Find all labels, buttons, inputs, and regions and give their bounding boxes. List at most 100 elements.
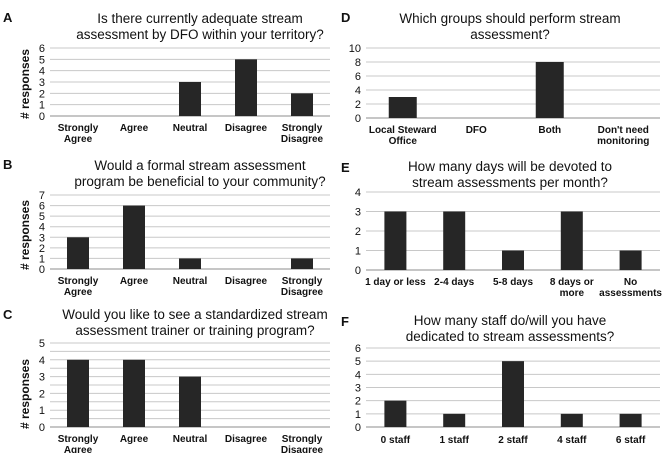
y-tick-label: 5 — [39, 211, 45, 223]
x-category-label: 1 staff — [439, 435, 469, 446]
y-tick-label: 5 — [355, 356, 361, 368]
x-category-label: monitoring — [597, 136, 649, 147]
y-tick-label: 1 — [39, 100, 45, 112]
y-tick-label: 4 — [355, 369, 361, 381]
bar — [619, 250, 642, 270]
x-category-label: Disagree — [225, 276, 268, 287]
y-tick-label: 4 — [39, 66, 45, 78]
y-tick-label: 0 — [39, 422, 45, 434]
chart-title-line: assessment? — [470, 27, 550, 42]
x-category-label: 0 staff — [381, 435, 411, 446]
chart-title-line: How many days will be devoted to — [407, 159, 613, 174]
x-category-label: Disagree — [281, 445, 324, 453]
bar — [67, 359, 89, 427]
bar — [67, 237, 89, 269]
y-tick-label: 7 — [39, 190, 45, 202]
y-tick-label: 3 — [355, 207, 361, 219]
y-tick-label: 4 — [39, 222, 45, 234]
bar — [123, 205, 145, 269]
panel-letter: E — [341, 160, 350, 175]
x-category-label: Office — [389, 136, 418, 147]
panel-letter: F — [341, 314, 349, 329]
chart-title-line: Which groups should perform stream — [399, 11, 621, 26]
y-tick-label: 3 — [39, 232, 45, 244]
x-category-label: Agree — [64, 134, 93, 145]
x-category-label: Disagree — [225, 434, 268, 445]
y-tick-label: 1 — [355, 409, 361, 421]
x-category-label: Neutral — [173, 276, 208, 287]
x-category-label: Strongly — [282, 434, 323, 445]
chart-title: How many days will be devoted to stream … — [370, 159, 650, 191]
chart-title: Which groups should perform stream asses… — [370, 11, 650, 43]
chart-title-line: assessment by DFO within your territory? — [76, 27, 324, 42]
y-tick-label: 3 — [39, 77, 45, 89]
y-tick-label: 2 — [39, 243, 45, 255]
y-tick-label: 3 — [355, 383, 361, 395]
bar — [179, 82, 201, 116]
y-tick-label: 2 — [355, 99, 361, 111]
x-category-label: 2 staff — [498, 435, 528, 446]
y-tick-label: 1 — [39, 405, 45, 417]
y-tick-label: 6 — [355, 71, 361, 83]
y-tick-label: 1 — [39, 253, 45, 265]
y-tick-label: 2 — [39, 88, 45, 100]
chart-title-line: assessment trainer or training program? — [75, 323, 315, 338]
y-tick-label: 3 — [39, 372, 45, 384]
x-category-label: Agree — [120, 123, 149, 134]
chart-title-line: dedicated to stream assessments? — [405, 329, 615, 344]
bar — [502, 361, 524, 427]
x-category-label: 2-4 days — [434, 277, 474, 288]
bar — [535, 62, 564, 118]
x-category-label: Strongly — [58, 276, 99, 287]
x-category-label: 5-8 days — [493, 277, 533, 288]
x-category-label: Disagree — [225, 123, 268, 134]
panel-letter: D — [341, 10, 351, 25]
chart-title-line: stream assessments per month? — [412, 175, 608, 190]
y-tick-label: 0 — [39, 111, 45, 123]
bar — [235, 59, 257, 116]
x-category-label: Neutral — [173, 434, 208, 445]
chart-title-line: Would you like to see a standardized str… — [62, 307, 328, 322]
x-category-label: Both — [538, 125, 561, 136]
chart-title-line: How many staff do/will you have — [413, 313, 607, 328]
x-category-label: DFO — [466, 125, 487, 136]
y-tick-label: 5 — [39, 54, 45, 66]
x-category-label: 4 staff — [557, 435, 587, 446]
bar — [560, 413, 583, 427]
y-tick-label: 1 — [355, 246, 361, 258]
x-category-label: Agree — [120, 434, 149, 445]
y-tick-label: 2 — [355, 396, 361, 408]
bar — [388, 97, 417, 118]
x-category-label: Local Steward — [369, 125, 437, 136]
y-tick-label: 0 — [39, 264, 45, 276]
y-tick-label: 4 — [39, 355, 45, 367]
x-category-label: Agree — [120, 276, 149, 287]
x-category-label: Disagree — [281, 287, 324, 298]
y-tick-label: 4 — [355, 85, 361, 97]
x-category-label: Strongly — [282, 123, 323, 134]
y-tick-label: 10 — [349, 43, 361, 55]
x-category-label: assessments — [599, 288, 662, 299]
chart-title: How many staff do/will you have dedicate… — [370, 313, 650, 345]
x-category-label: Disagree — [281, 134, 324, 145]
y-tick-label: 2 — [355, 226, 361, 238]
bar — [619, 413, 642, 427]
x-category-label: No — [624, 277, 637, 288]
bar — [179, 258, 201, 269]
panel-letter: A — [3, 10, 13, 25]
y-tick-label: 2 — [39, 388, 45, 400]
y-tick-label: 0 — [355, 265, 361, 277]
bar — [384, 211, 407, 270]
y-tick-label: 5 — [39, 338, 45, 350]
x-category-label: Neutral — [173, 123, 208, 134]
x-category-label: Strongly — [58, 434, 99, 445]
chart-title-line: program be beneficial to your community? — [74, 174, 326, 189]
panel-letter: B — [3, 157, 13, 172]
x-category-label: 1 day or less — [365, 277, 426, 288]
